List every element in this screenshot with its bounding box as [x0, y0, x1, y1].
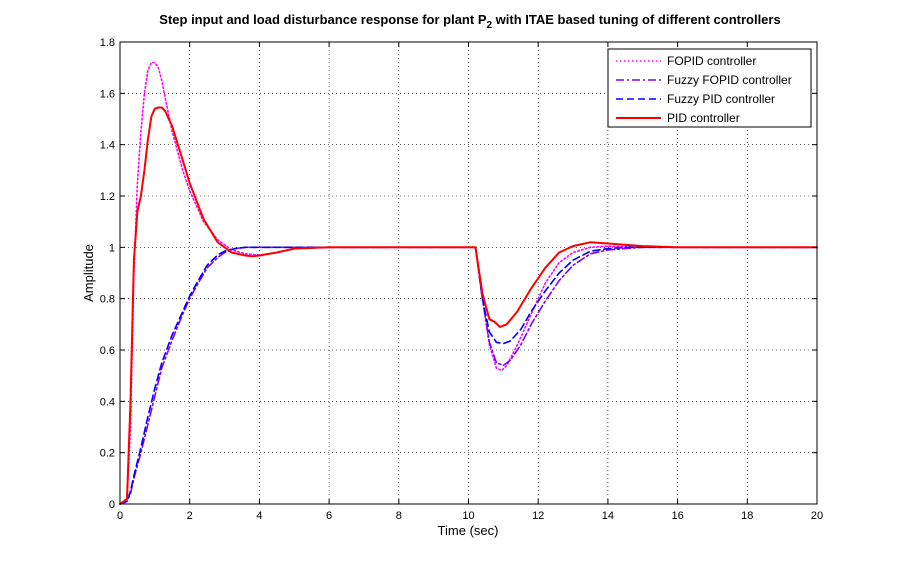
- series-line-fuzzy-fopid-controller: [119, 246, 818, 505]
- legend-entries: FOPID controller Fuzzy FOPID controller Fu…: [616, 54, 792, 125]
- legend-label-fuzzy-fopid-controller: Fuzzy FOPID controller: [667, 73, 792, 87]
- y-tick-label: 0.2: [100, 448, 115, 460]
- legend-box: [607, 48, 812, 128]
- axis-ticks: 0 2 4 6 8 10 12 14 16 18 20 0 0.2 0.4 0.6 0.8 1 1.2 1.4 1.6…: [100, 37, 823, 522]
- x-tick-label: 8: [396, 510, 402, 522]
- x-tick-label: 10: [462, 510, 474, 522]
- series-lines: [119, 61, 818, 505]
- chart-title-main: Step input and load disturbance response…: [159, 12, 487, 27]
- x-tick-label: 6: [326, 510, 332, 522]
- legend-label-fuzzy-pid-controller: Fuzzy PID controller: [667, 92, 775, 106]
- x-tick-label: 16: [671, 510, 683, 522]
- y-tick-label: 1.4: [100, 140, 115, 152]
- y-tick-label: 0.8: [100, 294, 115, 306]
- series-line-pid-controller: [119, 106, 818, 505]
- x-tick-label: 0: [117, 510, 123, 522]
- legend: FOPID controller Fuzzy FOPID controller Fu…: [607, 48, 812, 128]
- chart-title-suffix: with ITAE based tuning of different cont…: [492, 12, 781, 27]
- chart-title-subscript: 2: [486, 20, 492, 31]
- y-tick-label: 0.6: [100, 345, 115, 357]
- x-tick-label: 18: [741, 510, 753, 522]
- x-tick-label: 12: [532, 510, 544, 522]
- x-tick-label: 20: [811, 510, 823, 522]
- chart-title: Step input and load disturbance response…: [159, 12, 780, 31]
- y-tick-label: 1.6: [100, 88, 115, 100]
- series-line-fopid-controller: [119, 61, 818, 505]
- y-tick-label: 0.4: [100, 396, 115, 408]
- legend-label-fopid-controller: FOPID controller: [667, 54, 756, 68]
- y-tick-label: 0: [109, 499, 115, 511]
- x-tick-label: 2: [187, 510, 193, 522]
- y-tick-label: 1.2: [100, 191, 115, 203]
- legend-label-pid-controller: PID controller: [667, 111, 740, 125]
- x-tick-label: 4: [256, 510, 262, 522]
- x-axis-label: Time (sec): [438, 523, 499, 538]
- y-tick-label: 1.8: [100, 37, 115, 49]
- y-tick-label: 1: [109, 242, 115, 254]
- y-axis-label: Amplitude: [81, 244, 96, 302]
- x-tick-label: 14: [602, 510, 614, 522]
